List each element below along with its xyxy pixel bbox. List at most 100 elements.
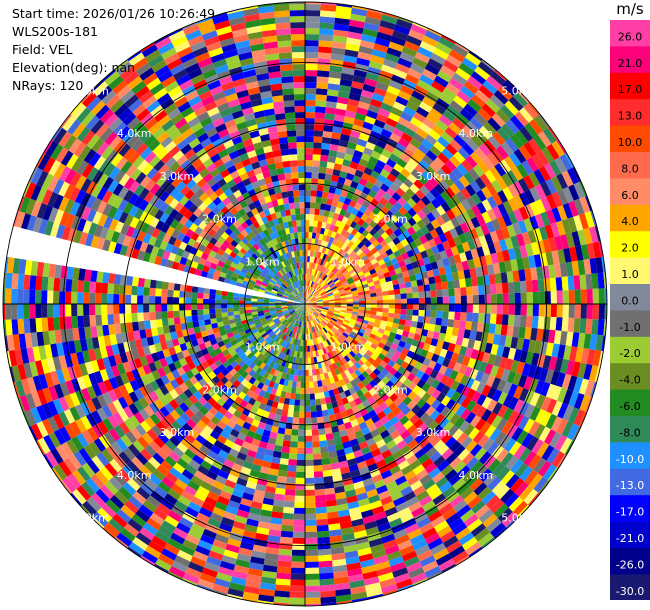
gate-1037 — [393, 250, 402, 258]
gate-2317 — [393, 397, 403, 407]
gate-2412 — [357, 373, 366, 382]
gate-4462 — [149, 319, 157, 329]
gate-3001 — [318, 560, 333, 568]
gate-3670 — [128, 541, 145, 556]
gate-2561 — [335, 361, 341, 369]
gate-996 — [440, 212, 451, 223]
gate-4976 — [144, 214, 155, 225]
gate-4646 — [269, 300, 276, 303]
gate-1090 — [406, 249, 415, 258]
gate-4991 — [64, 169, 77, 185]
gate-3292 — [260, 466, 271, 475]
gate-1786 — [310, 305, 317, 308]
gate-1636 — [328, 306, 335, 309]
gate-1746 — [374, 319, 382, 325]
gate-1968 — [465, 377, 475, 389]
gate-3828 — [287, 316, 293, 321]
gate-4537 — [5, 319, 13, 336]
gate-8 — [305, 250, 308, 257]
gate-757 — [477, 107, 492, 122]
gate-1393 — [399, 288, 407, 294]
gate-2600 — [441, 563, 456, 574]
gate-2695 — [397, 539, 413, 551]
gate-4075 — [60, 442, 74, 458]
gate-1961 — [428, 360, 437, 370]
gate-671 — [335, 262, 342, 269]
gate-3029 — [305, 423, 312, 430]
gate-2763 — [319, 355, 324, 362]
gate-575 — [350, 228, 358, 236]
gate-9 — [305, 244, 309, 251]
gate-4445 — [251, 309, 258, 313]
gate-2452 — [318, 323, 323, 330]
gate-4922 — [157, 230, 166, 241]
gate-753 — [461, 125, 475, 139]
gate-1813 — [464, 347, 474, 358]
gate-1354 — [469, 267, 477, 278]
gate-578 — [360, 213, 369, 222]
gate-2752 — [395, 578, 413, 590]
gate-838 — [403, 211, 413, 221]
gate-2287 — [487, 476, 502, 491]
gate-3765 — [132, 491, 147, 505]
gate-3248 — [260, 509, 273, 518]
gate-4530 — [47, 317, 55, 331]
gate-4906 — [244, 274, 252, 280]
gate-1247 — [436, 259, 445, 269]
gate-3217 — [298, 327, 302, 334]
gate-1640 — [352, 309, 359, 313]
gate-1650 — [411, 315, 419, 322]
gate-956 — [489, 166, 502, 180]
gate-45 — [305, 28, 320, 35]
gate-195 — [344, 49, 359, 58]
gate-1597 — [400, 309, 407, 315]
gate-442 — [388, 112, 401, 123]
gate-1418 — [548, 264, 556, 279]
gate-676 — [354, 238, 362, 246]
gate-2029 — [512, 413, 525, 427]
gate-3595 — [220, 429, 230, 440]
gate-3356 — [227, 538, 242, 548]
gate-4110 — [139, 385, 150, 397]
gate-2334 — [461, 469, 475, 483]
gate-3214 — [302, 309, 305, 316]
gate-2878 — [325, 433, 334, 441]
gate-679 — [365, 224, 374, 233]
gate-3900 — [188, 394, 198, 405]
gate-3683 — [259, 355, 267, 363]
gate-4285 — [293, 305, 300, 308]
gate-1912 — [442, 357, 451, 368]
gate-1804 — [413, 333, 421, 342]
gate-2000 — [362, 334, 370, 340]
gate-1546 — [400, 304, 407, 310]
gate-1537 — [346, 304, 353, 307]
gate-1635 — [322, 305, 329, 308]
gate-3940 — [237, 349, 245, 357]
gate-2185 — [505, 455, 519, 471]
gate-681 — [373, 215, 382, 224]
gate-2792 — [364, 520, 378, 530]
gate-2129 — [489, 428, 502, 442]
gate-3245 — [263, 491, 275, 500]
gate-4248 — [213, 331, 221, 339]
gate-1136 — [381, 267, 389, 274]
gate-3875 — [80, 504, 93, 518]
gate-4916 — [189, 246, 199, 256]
gate-324 — [338, 195, 346, 204]
gate-1365 — [533, 254, 542, 268]
gate-2617 — [344, 389, 352, 398]
gate-2068 — [445, 388, 456, 399]
gate-3174 — [292, 375, 298, 382]
gate-377 — [348, 186, 357, 195]
gate-3407 — [214, 533, 229, 544]
gate-1255 — [481, 244, 491, 256]
gate-1135 — [376, 269, 384, 276]
gate-3185 — [282, 440, 291, 448]
gate-1839 — [321, 309, 328, 313]
gate-3507 — [196, 512, 210, 524]
gate-3255 — [251, 550, 266, 559]
gate-3318 — [297, 321, 301, 328]
gate-3381 — [270, 388, 278, 396]
gate-2750 — [392, 567, 409, 578]
gate-2333 — [457, 465, 471, 478]
